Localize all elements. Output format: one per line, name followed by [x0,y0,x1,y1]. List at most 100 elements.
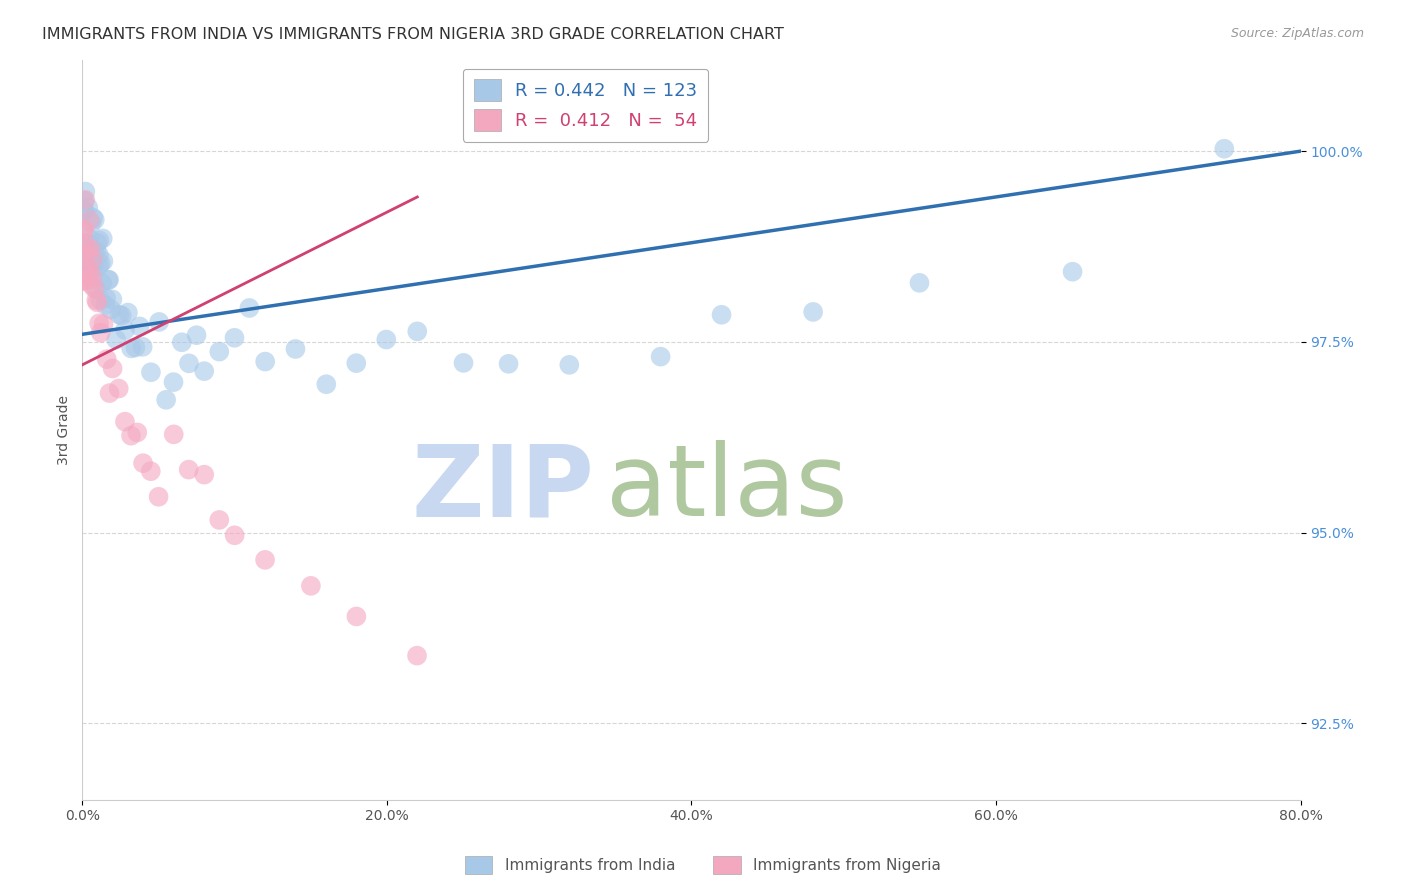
Point [79,265,101,279]
Point [111,309,134,323]
Point [91,231,114,245]
Point [177,462,200,476]
Point [77,231,100,245]
Point [208,344,231,359]
Point [170,335,193,350]
Point [93,317,115,331]
Point [73,223,96,237]
Point [82,269,104,284]
Point [238,301,260,315]
Point [128,319,150,334]
Point [86,295,108,310]
Point [908,276,931,290]
Point [83,244,105,258]
Point [453,356,475,370]
Point [254,354,277,368]
Point [117,305,139,319]
Point [208,513,231,527]
Point [127,425,149,440]
Point [558,358,581,372]
Point [224,331,246,345]
Point [107,382,129,396]
Point [105,333,128,347]
Point [162,375,184,389]
Point [89,234,111,248]
Point [80,259,103,273]
Point [94,298,117,312]
Point [77,273,100,287]
Point [101,293,124,307]
Point [86,235,108,250]
Point [120,428,142,442]
Point [89,293,111,307]
Point [650,350,672,364]
Point [76,243,98,257]
Point [73,223,96,237]
Point [77,201,100,215]
Point [101,361,124,376]
Point [75,193,97,207]
Point [801,305,824,319]
Point [124,341,146,355]
Point [284,342,307,356]
Point [406,324,429,338]
Legend: R = 0.442   N = 123, R =  0.412   N =  54: R = 0.442 N = 123, R = 0.412 N = 54 [463,69,709,142]
Point [73,236,96,251]
Point [73,238,96,252]
Point [139,464,162,478]
Point [83,282,105,296]
Point [84,293,107,308]
Point [80,216,103,230]
Point [114,323,136,337]
Point [87,260,110,274]
Text: atlas: atlas [606,441,848,537]
Text: ZIP: ZIP [411,441,593,537]
Point [82,211,104,225]
Point [299,579,322,593]
Point [98,273,121,287]
Point [87,316,110,330]
Legend: Immigrants from India, Immigrants from Nigeria: Immigrants from India, Immigrants from N… [458,850,948,880]
Point [148,490,170,504]
Point [375,333,398,347]
Point [93,254,115,268]
Point [75,185,97,199]
Point [80,242,103,256]
Point [80,277,103,292]
Point [120,342,142,356]
Point [73,203,96,218]
Point [76,235,98,250]
Point [344,609,367,624]
Point [132,456,155,470]
Point [193,467,215,482]
Point [100,302,122,317]
Point [97,273,120,287]
Point [163,427,186,442]
Point [76,256,98,270]
Point [96,352,118,367]
Point [96,291,118,305]
Text: IMMIGRANTS FROM INDIA VS IMMIGRANTS FROM NIGERIA 3RD GRADE CORRELATION CHART: IMMIGRANTS FROM INDIA VS IMMIGRANTS FROM… [42,27,785,42]
Point [186,328,208,343]
Point [1062,265,1084,279]
Point [148,315,170,329]
Point [73,248,96,262]
Y-axis label: 3rd Grade: 3rd Grade [58,394,72,465]
Point [177,356,200,370]
Point [72,273,94,287]
Point [79,213,101,227]
Point [131,340,153,354]
Text: Source: ZipAtlas.com: Source: ZipAtlas.com [1230,27,1364,40]
Point [76,259,98,273]
Point [82,252,104,267]
Point [75,268,97,282]
Point [344,356,367,370]
Point [75,248,97,262]
Point [90,256,112,270]
Point [193,364,215,378]
Point [91,276,114,290]
Point [254,553,277,567]
Point [114,415,136,429]
Point [498,357,520,371]
Point [73,204,96,219]
